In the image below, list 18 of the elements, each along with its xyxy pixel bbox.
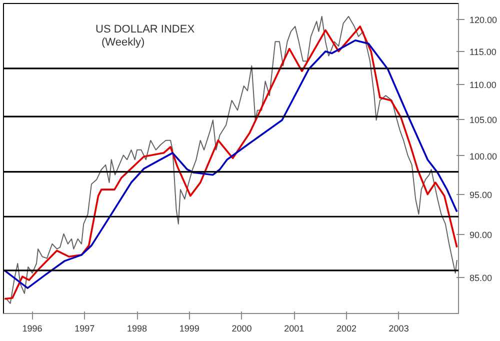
y-tick-label: 110.00 — [470, 80, 496, 90]
x-tick-label: 2002 — [336, 324, 356, 334]
x-tick-label: 2003 — [388, 324, 409, 334]
y-tick-label: 120.00 — [470, 15, 498, 26]
x-tick-label: 2001 — [284, 324, 304, 334]
y-tick-label: 105.00 — [470, 114, 498, 125]
x-tick-label: 2000 — [232, 324, 252, 334]
text: US DOLLAR INDEX — [96, 24, 196, 36]
y-tick-label: 95.00 — [470, 190, 492, 200]
x-tick-label: 1999 — [179, 324, 200, 334]
text: (Weekly) — [102, 36, 145, 48]
x-tick-label: 1998 — [127, 324, 148, 334]
x-tick-label: 1997 — [74, 324, 95, 334]
y-tick-label: 85.00 — [470, 272, 492, 283]
y-tick-label: 100.00 — [470, 151, 498, 162]
x-tick-label: 1996 — [22, 324, 42, 334]
y-tick-label: 90.00 — [470, 230, 492, 240]
y-tick-label: 115.00 — [470, 46, 496, 57]
